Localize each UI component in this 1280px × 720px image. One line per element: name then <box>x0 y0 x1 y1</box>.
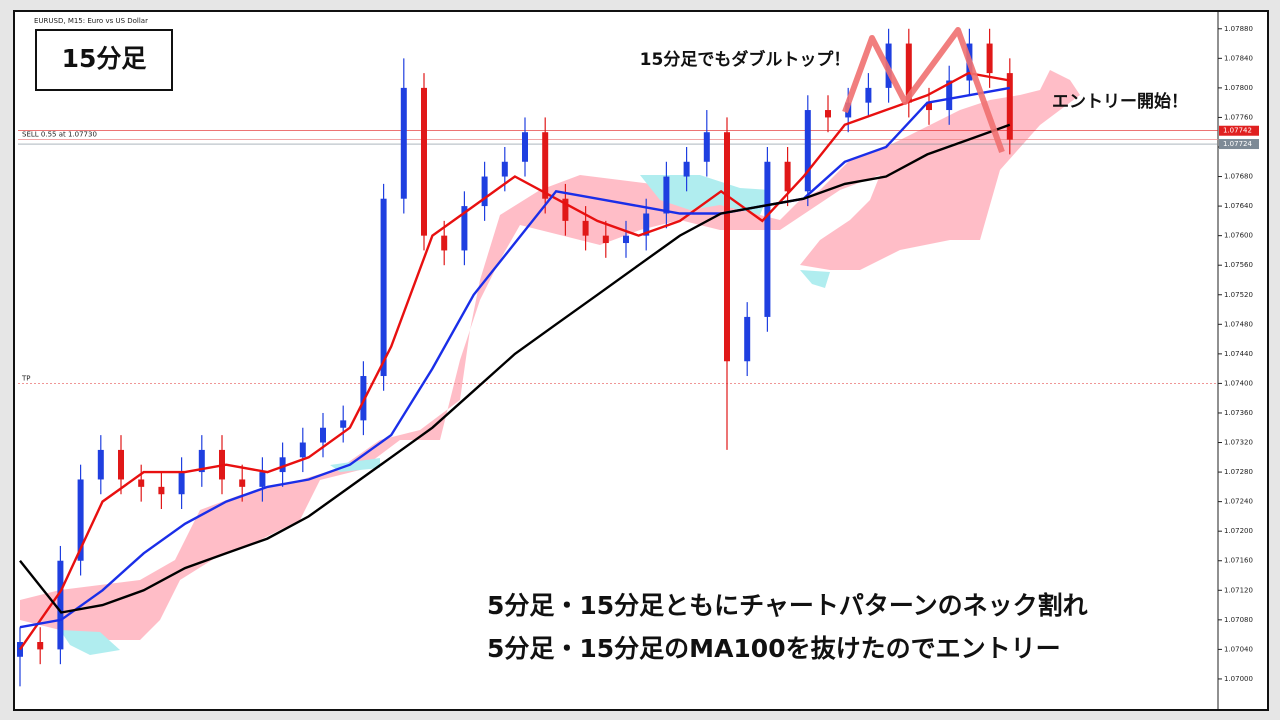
double-top-drawing <box>842 27 1005 154</box>
candle-body <box>764 161 771 317</box>
y-tick-label: 1.07240 <box>1224 498 1253 506</box>
price-tag-label: 1.07724 <box>1223 140 1252 148</box>
level-label: SELL 0.55 at 1.07730 <box>22 131 97 139</box>
candle-body <box>643 213 650 236</box>
candle-body <box>724 132 730 362</box>
candle-body <box>97 449 104 480</box>
y-tick-label: 1.07480 <box>1224 320 1253 328</box>
candle-body <box>683 161 690 177</box>
y-tick-label: 1.07600 <box>1224 232 1253 240</box>
y-tick-label: 1.07320 <box>1224 439 1253 447</box>
candle-body <box>279 457 286 473</box>
candle-body <box>703 132 710 162</box>
annotation: エントリー開始！ <box>1052 91 1188 112</box>
y-tick-label: 1.07160 <box>1224 557 1253 565</box>
y-tick-label: 1.07400 <box>1224 379 1253 387</box>
candle-body <box>522 132 528 162</box>
candle-body <box>986 43 993 74</box>
candle-body <box>481 176 488 207</box>
candle-body <box>57 560 64 650</box>
candle-body <box>804 110 811 192</box>
candle-body <box>1006 73 1013 140</box>
candle-body <box>582 220 589 236</box>
price-tag <box>1219 125 1259 136</box>
candle-body <box>360 376 367 421</box>
candle-body <box>542 132 549 199</box>
candle-body <box>340 420 347 428</box>
price-tag <box>1219 139 1259 150</box>
candle-body <box>784 161 791 192</box>
price-tag-label: 1.07742 <box>1223 127 1252 135</box>
title-box <box>35 29 173 91</box>
candle-body <box>744 316 751 362</box>
candle-body <box>77 479 84 561</box>
candle-body <box>380 198 387 377</box>
candle-body <box>138 479 145 487</box>
moving-average <box>19 71 1011 651</box>
candle-body <box>946 80 953 111</box>
candle-body <box>905 43 912 103</box>
y-tick-label: 1.07640 <box>1224 202 1253 210</box>
level-label: TP <box>21 374 31 382</box>
candle-body <box>320 427 326 443</box>
candle-body <box>421 87 427 236</box>
y-tick-label: 1.07560 <box>1224 261 1253 269</box>
candle-body <box>663 176 670 214</box>
moving-average <box>19 86 1011 629</box>
candle-body <box>562 198 569 221</box>
candle-body <box>865 87 872 103</box>
y-tick-label: 1.07080 <box>1224 616 1253 624</box>
y-tick-label: 1.07680 <box>1224 173 1253 181</box>
chart-title: 15分足 <box>62 44 147 73</box>
candle-body <box>461 206 468 251</box>
candle-body <box>441 235 448 251</box>
caption-line: 5分足・15分足ともにチャートパターンのネック割れ <box>487 591 1088 620</box>
candle-body <box>239 479 246 487</box>
y-tick-label: 1.07280 <box>1224 468 1253 476</box>
annotation: 15分足でもダブルトップ！ <box>640 49 851 70</box>
chart-frame <box>13 10 1269 711</box>
y-tick-label: 1.07800 <box>1224 84 1253 92</box>
window-title: EURUSD, M15: Euro vs US Dollar <box>34 17 148 25</box>
y-tick-label: 1.07520 <box>1224 291 1253 299</box>
y-tick-label: 1.07440 <box>1224 350 1253 358</box>
moving-average <box>19 123 1011 614</box>
candle-body <box>299 442 306 458</box>
y-tick-label: 1.07120 <box>1224 586 1253 594</box>
candle-body <box>602 235 609 244</box>
candle-body <box>400 87 407 199</box>
y-tick-label: 1.07000 <box>1224 675 1253 683</box>
y-tick-label: 1.07040 <box>1224 645 1253 653</box>
candle-body <box>825 110 831 118</box>
candle-body <box>259 472 266 487</box>
candle-body <box>158 486 165 495</box>
y-tick-label: 1.07200 <box>1224 527 1253 535</box>
y-tick-label: 1.07360 <box>1224 409 1253 417</box>
candle-body <box>198 449 205 473</box>
y-tick-label: 1.07880 <box>1224 25 1253 33</box>
caption-line: 5分足・15分足のMA100を抜けたのでエントリー <box>487 634 1061 663</box>
y-tick-label: 1.07840 <box>1224 54 1253 62</box>
candle-body <box>623 235 629 244</box>
candle-body <box>926 102 932 111</box>
candle-body <box>501 161 508 177</box>
candle-body <box>118 449 124 480</box>
candle-body <box>37 642 44 650</box>
y-tick-label: 1.07760 <box>1224 113 1253 121</box>
candle-body <box>178 472 185 495</box>
